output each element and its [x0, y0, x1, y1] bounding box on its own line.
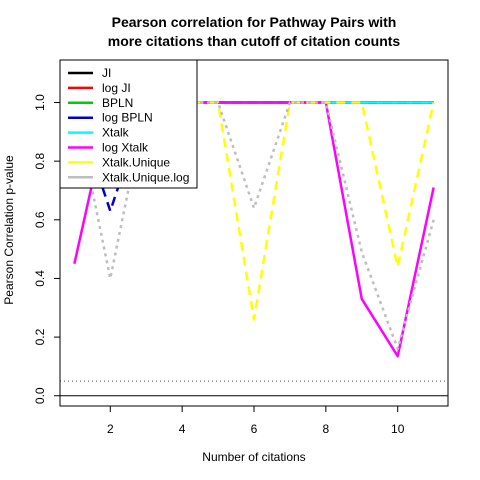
legend-label-7: Xtalk.Unique.log [102, 170, 189, 184]
y-tick-label-4: 0.8 [33, 152, 47, 169]
legend-label-0: JI [102, 66, 111, 80]
legend-label-2: BPLN [102, 96, 133, 110]
chart-title-line-1: Pearson correlation for Pathway Pairs wi… [112, 14, 397, 30]
x-tick-label-0: 2 [107, 422, 114, 436]
x-tick-label-3: 8 [323, 422, 330, 436]
y-axis-label: Pearson Correlation p-value [2, 155, 16, 305]
legend-box [59, 59, 198, 189]
legend-label-1: log JI [102, 81, 131, 95]
x-tick-label-4: 10 [391, 422, 405, 436]
legend-label-3: log BPLN [102, 111, 153, 125]
y-tick-label-2: 0.4 [33, 270, 47, 287]
x-axis-label: Number of citations [202, 450, 305, 464]
x-tick-label-2: 6 [251, 422, 258, 436]
legend-label-5: log Xtalk [102, 141, 149, 155]
chart-title-line-2: more citations than cutoff of citation c… [108, 33, 401, 49]
legend-label-6: Xtalk.Unique [102, 155, 170, 169]
x-tick-label-1: 4 [179, 422, 186, 436]
y-tick-label-1: 0.2 [33, 328, 47, 345]
legend-label-4: Xtalk [102, 126, 130, 140]
y-tick-label-3: 0.6 [33, 211, 47, 228]
series-line-xtalk-unique [74, 101, 435, 321]
y-tick-label-5: 1.0 [33, 94, 47, 111]
y-tick-label-0: 0.0 [33, 387, 47, 404]
